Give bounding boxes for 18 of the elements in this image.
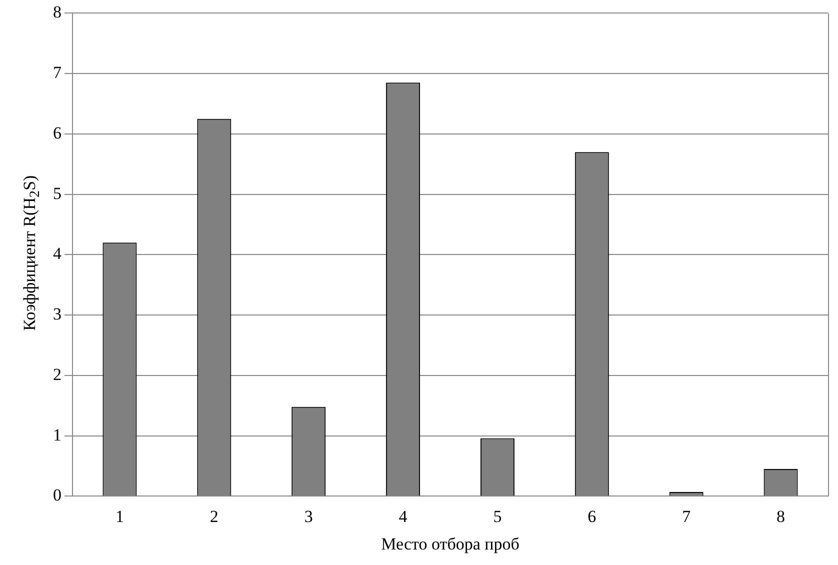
x-tick-label: 6 [588, 506, 596, 526]
y-tick-label: 5 [53, 184, 62, 203]
x-tick-label: 5 [493, 506, 502, 526]
y-tick-label: 8 [53, 2, 62, 22]
x-tick-label: 3 [304, 506, 313, 526]
y-tick-label: 3 [53, 304, 62, 324]
x-tick-label: 7 [682, 506, 692, 526]
y-tick-label: 2 [53, 364, 62, 384]
y-tick-label: 6 [53, 123, 62, 142]
x-axis-title: Место отбора проб [381, 534, 520, 554]
x-tick-label: 2 [210, 506, 218, 526]
x-tick-label: 8 [776, 506, 786, 526]
x-tick-label: 4 [398, 506, 408, 526]
y-tick-label: 4 [53, 244, 62, 264]
y-tick-label: 0 [53, 486, 62, 505]
y-tick-label: 1 [53, 425, 62, 444]
x-tick-label: 1 [115, 506, 124, 526]
y-tick-label: 7 [53, 63, 62, 82]
